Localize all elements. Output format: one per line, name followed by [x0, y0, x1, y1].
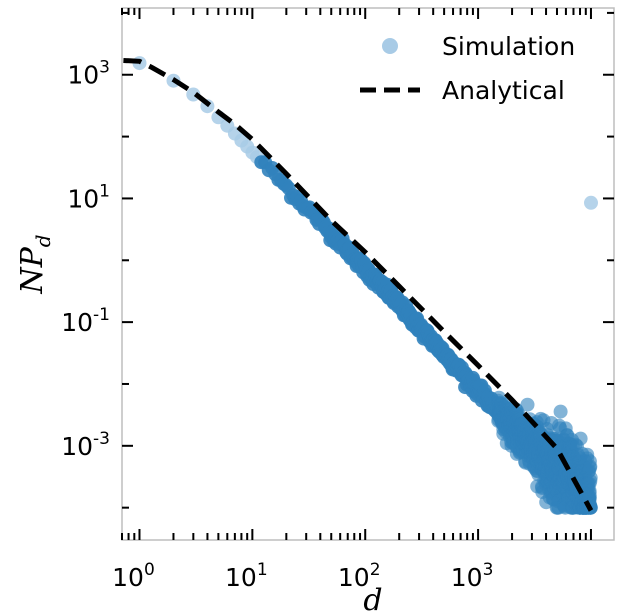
x-tick-label-base: 10	[112, 563, 144, 592]
y-tick-label-base: 10	[61, 308, 93, 337]
simulation-point	[520, 397, 535, 412]
x-tick-label-exponent: 0	[144, 560, 155, 580]
y-tick-label-base: 10	[67, 184, 99, 213]
y-tick-label-exponent: -3	[93, 429, 110, 449]
x-tick-label-base: 10	[338, 563, 370, 592]
y-tick-label: 10-3	[61, 429, 110, 461]
simulation-scatter-layer	[132, 56, 598, 515]
y-tick-label-exponent: 1	[99, 181, 110, 201]
analytical-line	[123, 58, 594, 512]
y-axis-label: NPd	[15, 234, 55, 294]
y-tick-label-exponent: -1	[93, 305, 110, 325]
legend-label-simulation: Simulation	[442, 32, 575, 61]
x-tick-label-exponent: 1	[257, 560, 268, 580]
legend-marker-simulation	[382, 38, 398, 54]
y-axis-label-subscript: d	[31, 234, 55, 247]
y-tick-label: 101	[67, 181, 110, 213]
x-tick-label: 103	[451, 560, 494, 592]
legend: Simulation Analytical	[360, 32, 575, 105]
x-axis-label: d	[363, 583, 382, 614]
x-tick-label: 100	[112, 560, 155, 592]
y-tick-label-base: 10	[67, 61, 99, 90]
x-tick-label: 101	[225, 560, 268, 592]
axis-ticks-layer	[121, 8, 614, 540]
x-tick-label-exponent: 3	[483, 560, 494, 580]
y-tick-label-base: 10	[61, 432, 93, 461]
x-tick-label-base: 10	[451, 563, 483, 592]
simulation-point	[573, 431, 588, 446]
simulation-outlier-point	[584, 195, 598, 210]
simulation-point	[553, 404, 568, 419]
analytical-line-layer	[123, 58, 594, 512]
y-tick-label-exponent: 3	[99, 58, 110, 78]
plot-frame	[121, 7, 615, 541]
y-axis-label-text: NPd	[15, 234, 55, 294]
y-axis-label-main: NP	[15, 246, 50, 294]
y-tick-label: 10-1	[61, 305, 110, 337]
legend-label-analytical: Analytical	[442, 76, 565, 105]
simulation-point	[583, 470, 598, 485]
x-tick-label: 102	[338, 560, 381, 592]
x-tick-label-base: 10	[225, 563, 257, 592]
simulation-point	[583, 459, 598, 474]
y-tick-label: 103	[67, 58, 110, 90]
x-tick-label-exponent: 2	[370, 560, 381, 580]
